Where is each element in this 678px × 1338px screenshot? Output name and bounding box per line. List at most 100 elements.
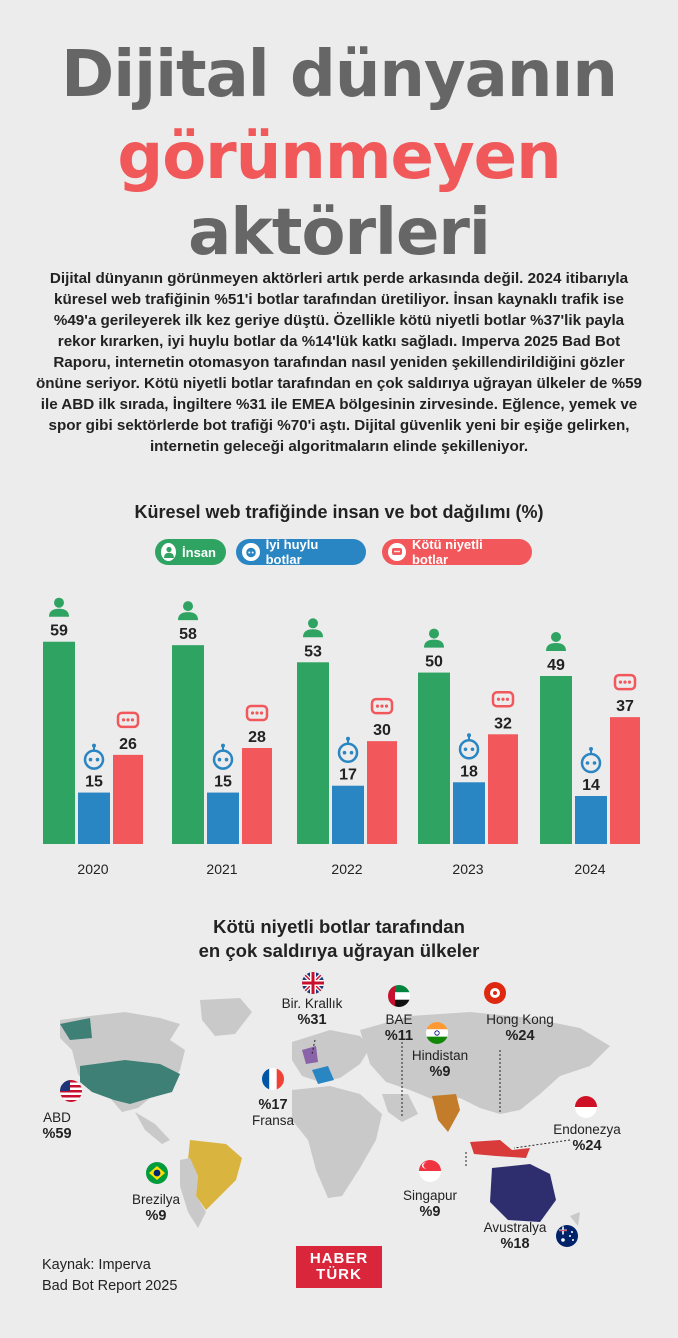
usa-flag-icon [60,1080,82,1102]
country-singapore-value: %9 [419,1204,441,1220]
source-line-2: Bad Bot Report 2025 [42,1278,178,1294]
title-line-3: aktörleri [188,196,491,270]
australia-flag-icon [556,1225,578,1247]
uk-highlight [302,1046,318,1064]
indonesia-pointer [513,1139,571,1149]
legend-human: İnsan [155,539,226,565]
country-singapore: Singapur %9 [396,1188,464,1220]
intro-paragraph: Dijital dünyanın görünmeyen aktörleri ar… [36,270,642,455]
robot-icon [242,543,260,561]
chat-bot-icon [116,711,140,729]
chat-bot-icon [370,697,394,715]
map-title: Kötü niyetli botlar tarafından en çok sa… [0,915,678,963]
country-india-value: %9 [429,1064,451,1080]
brazil-flag-icon [146,1162,168,1184]
country-usa-value: %59 [42,1126,72,1142]
country-australia-name: Avustralya [483,1220,547,1235]
bar-label-2021-series-3: 28 [248,729,266,746]
country-indonesia: Endonezya %24 [546,1122,628,1154]
bar-2022-series-1 [297,662,329,844]
country-brazil: Brezilya %9 [124,1192,188,1224]
bar-label-2023-series-3: 32 [494,715,512,732]
country-usa-name: ABD [43,1110,71,1125]
title-line-2: görünmeyen [117,120,561,194]
country-india: Hindistan %9 [404,1048,476,1080]
bar-label-2021-series-1: 58 [179,626,197,643]
alaska-highlight [60,1018,92,1040]
country-uk-name: Bir. Krallık [281,996,343,1011]
brazil-highlight [188,1140,242,1210]
legend-bad-label: Kötü niyetli botlar [411,537,483,567]
greenland-landmass [200,998,252,1036]
person-icon [546,632,566,651]
bar-label-2022-series-1: 53 [304,643,322,660]
bar-2024-series-3 [610,717,640,844]
bar-label-2021-series-2: 15 [214,774,232,791]
bar-2023-series-3 [488,734,518,844]
country-indonesia-name: Endonezya [553,1122,621,1137]
robot-icon [83,743,105,770]
legend-bad-bots: Kötü niyetli botlar [382,537,532,567]
country-uae-name: BAE [385,1012,413,1027]
country-france: %17 Fransa [246,1097,300,1129]
chat-bot-icon [613,673,637,691]
country-australia: Avustralya %18 [474,1220,556,1252]
person-icon [49,597,69,617]
robot-icon [458,733,480,760]
bar-2022-series-3 [367,741,397,844]
person-icon [161,543,177,561]
indonesia-flag-icon [575,1096,597,1118]
country-indonesia-value: %24 [572,1138,602,1154]
country-uk: Bir. Krallık %31 [270,996,354,1028]
france-flag-icon [262,1068,284,1090]
country-brazil-name: Brezilya [131,1192,180,1207]
map-title-line-1: Kötü niyetli botlar tarafından [213,916,465,937]
country-singapore-name: Singapur [402,1188,458,1203]
country-hongkong-value: %24 [505,1028,535,1044]
uk-flag-icon [302,972,324,994]
singapore-flag-icon [419,1160,441,1182]
bar-label-2024-series-3: 37 [616,698,634,715]
bar-2021-series-1 [172,645,204,844]
chat-bot-icon [491,691,515,708]
bar-2022-series-2 [332,785,364,844]
country-usa: ABD %59 [28,1110,86,1142]
country-brazil-value: %9 [145,1208,167,1224]
map-title-line-2: en çok saldırıya uğrayan ülkeler [198,940,480,961]
person-icon [303,618,323,638]
bar-label-2020-series-2: 15 [85,774,103,791]
bar-chart: 59 15 26 2020 58 15 28 2021 53 17 30 2022 50 18 32 2023… [43,597,640,877]
robot-icon [337,736,359,763]
bar-2020-series-3 [113,754,143,844]
world-map [60,998,610,1228]
country-hongkong: Hong Kong %24 [480,1012,560,1044]
person-icon [178,601,198,621]
x-tick-label-2020: 2020 [77,861,108,877]
source-note: Kaynak: Imperva Bad Bot Report 2025 [42,1255,177,1297]
indonesia-highlight [470,1140,530,1158]
country-france-name: Fransa [251,1113,295,1128]
bar-2024-series-2 [575,796,607,844]
legend-human-label: İnsan [182,544,216,560]
country-hongkong-name: Hong Kong [486,1012,554,1027]
country-uae: BAE %11 [377,1012,421,1044]
source-line-1: Kaynak: Imperva [42,1257,151,1273]
new-zealand-landmass [570,1212,580,1226]
x-tick-label-2022: 2022 [331,861,362,877]
europe-landmass [292,1030,370,1082]
bar-2021-series-2 [207,792,239,844]
bar-label-2022-series-3: 30 [373,722,391,739]
bar-2024-series-1 [540,676,572,844]
bar-2020-series-2 [78,792,110,844]
bar-label-2022-series-2: 17 [339,767,357,784]
bar-label-2024-series-1: 49 [547,657,565,674]
uae-flag-icon [388,985,410,1007]
person-icon [424,628,444,648]
x-tick-label-2021: 2021 [206,861,237,877]
country-uae-value: %11 [384,1028,414,1044]
country-australia-value: %18 [500,1236,530,1252]
arabia-landmass [382,1094,418,1122]
bar-label-2024-series-2: 14 [582,777,600,794]
country-india-name: Hindistan [411,1048,469,1063]
haberturk-logo: HABER TÜRK [296,1246,382,1288]
